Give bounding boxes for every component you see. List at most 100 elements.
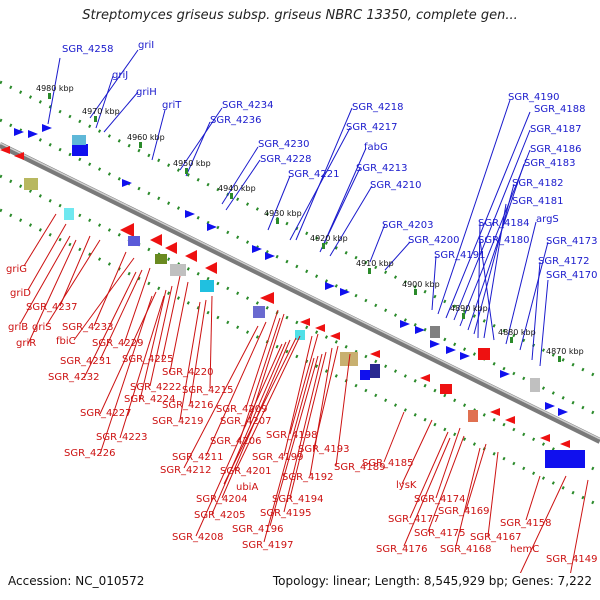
kbp-tick-label: 4910 kbp	[356, 259, 394, 268]
gene-label-bottom: SGR_4199	[252, 452, 304, 463]
gene-label-bottom: SGR_4224	[124, 394, 176, 405]
gene-label-top: SGR_4228	[260, 154, 312, 165]
kbp-tick-label: 4900 kbp	[402, 280, 440, 289]
map-title: Streptomyces griseus subsp. griseus NBRC…	[82, 8, 518, 23]
genome-summary: Topology: linear; Length: 8,545,929 bp; …	[272, 574, 592, 588]
kbp-tick-mark	[368, 268, 371, 274]
kbp-tick-mark	[510, 337, 513, 343]
gene-label-bottom: hemC	[510, 544, 539, 555]
gene-label-top: SGR_4183	[524, 158, 576, 169]
kbp-tick-label: 4980 kbp	[36, 84, 74, 93]
gene-label-top: SGR_4200	[408, 235, 460, 246]
gene-label-top: SGR_4173	[546, 236, 598, 247]
gene-label-bottom: SGR_4226	[64, 448, 116, 459]
gene-label-bottom: SGR_4209	[216, 404, 268, 415]
top-gene-labels: SGR_4258 griI griJ griH griT SGR_4234 SGR_4236…	[62, 40, 598, 281]
gene-label-bottom: SGR_4175	[414, 528, 466, 539]
gene-label-bottom: SGR_4225	[122, 354, 174, 365]
gene-label-bottom: SGR_4195	[260, 508, 312, 519]
kbp-tick-mark	[558, 356, 561, 362]
kbp-tick-mark	[414, 289, 417, 295]
gene-label-bottom: griB	[8, 322, 28, 333]
gene-label-top: SGR_4218	[352, 102, 404, 113]
kbp-tick-mark	[462, 313, 465, 319]
kbp-tick-label: 4890 kbp	[450, 304, 488, 313]
kbp-tick-label: 4930 kbp	[264, 209, 302, 218]
gene-label-top: SGR_4184	[478, 218, 530, 229]
gene-label-bottom: SGR_4222	[130, 382, 182, 393]
gene-label-top: SGR_4217	[346, 122, 398, 133]
gene-label-bottom: SGR_4167	[470, 532, 522, 543]
gene-label-top: SGR_4230	[258, 139, 310, 150]
gene-label-bottom: SGR_4192	[282, 472, 334, 483]
gene-label-top: SGR_4221	[288, 169, 340, 180]
gene-label-top: griT	[162, 100, 182, 111]
kbp-tick-label: 4960 kbp	[127, 133, 165, 142]
gene-label-bottom: SGR_4206	[210, 436, 262, 447]
kbp-tick-mark	[276, 218, 279, 224]
feature-blocks	[24, 135, 540, 422]
bottom-gene-labels: griG griD SGR_4237 griB griS griR SGR_4233 fbiC…	[6, 264, 598, 565]
gene-label-top: SGR_4188	[534, 104, 586, 115]
kbp-ticks: 4980 kbp 4970 kbp 4960 kbp 4950 kbp 4940 kbp…	[36, 84, 584, 362]
kbp-tick-label: 4950 kbp	[173, 159, 211, 168]
gene-label-bottom: SGR_4185	[362, 458, 414, 469]
kbp-tick-label: 4920 kbp	[310, 234, 348, 243]
gene-label-top: SGR_4236	[210, 115, 262, 126]
gene-label-bottom: SGR_4232	[48, 372, 100, 383]
kbp-tick-mark	[94, 116, 97, 122]
gene-label-bottom: SGR_4201	[220, 466, 272, 477]
gene-label-bottom: griG	[6, 264, 27, 275]
top-leaders	[47, 49, 549, 367]
gene-label-bottom: griR	[16, 338, 36, 349]
gene-label-bottom: SGR_4197	[242, 540, 294, 551]
kbp-tick-mark	[322, 243, 325, 249]
forward-genes	[14, 124, 585, 468]
gene-label-top: SGR_4182	[512, 178, 564, 189]
gene-label-bottom: SGR_4233	[62, 322, 114, 333]
gene-label-bottom: SGR_4231	[60, 356, 112, 367]
gene-label-bottom: fbiC	[56, 336, 76, 347]
gene-label-top: griI	[138, 40, 154, 51]
gene-label-bottom: lysK	[396, 480, 417, 491]
gene-label-bottom: SGR_4177	[388, 514, 440, 525]
gene-label-bottom: SGR_4169	[438, 506, 490, 517]
gene-label-top: SGR_4180	[478, 235, 530, 246]
bottom-leaders	[19, 213, 589, 573]
gene-label-top: SGR_4170	[546, 270, 598, 281]
kbp-tick-label: 4870 kbp	[546, 347, 584, 356]
gene-label-bottom: SGR_4158	[500, 518, 552, 529]
gene-label-bottom: SGR_4211	[172, 452, 224, 463]
gene-label-top: SGR_4234	[222, 100, 274, 111]
gene-label-bottom: SGR_4174	[414, 494, 466, 505]
gene-label-bottom: SGR_4227	[80, 408, 132, 419]
gene-label-top: fabG	[364, 142, 388, 153]
gene-label-top: SGR_4190	[508, 92, 560, 103]
gene-label-top: SGR_4186	[530, 144, 582, 155]
gene-label-bottom: SGR_4237	[26, 302, 78, 313]
gene-label-bottom: SGR_4189	[334, 462, 386, 473]
gene-label-bottom: SGR_4219	[152, 416, 204, 427]
gene-label-bottom: SGR_4196	[232, 524, 284, 535]
gene-label-top: SGR_4181	[512, 196, 564, 207]
gene-label-top: SGR_4187	[530, 124, 582, 135]
gene-label-top: argS	[536, 214, 559, 225]
gene-label-bottom: SGR_4176	[376, 544, 428, 555]
gene-label-bottom: SGR_4194	[272, 494, 324, 505]
gene-label-bottom: griS	[32, 322, 52, 333]
gene-label-bottom: SGR_4149	[546, 554, 598, 565]
kbp-tick-mark	[185, 168, 188, 174]
guide-rows	[0, 80, 600, 508]
gene-label-bottom: SGR_4205	[194, 510, 246, 521]
gene-label-bottom: SGR_4215	[182, 385, 234, 396]
gene-label-top: SGR_4191	[434, 250, 486, 261]
kbp-tick-label: 4880 kbp	[498, 328, 536, 337]
gene-label-bottom: SGR_4207	[220, 416, 272, 427]
kbp-tick-mark	[139, 142, 142, 148]
kbp-tick-mark	[48, 93, 51, 99]
gene-label-top: griJ	[112, 70, 128, 81]
gene-label-top: griH	[136, 87, 157, 98]
kbp-tick-label: 4940 kbp	[218, 184, 256, 193]
gene-label-bottom: SGR_4223	[96, 432, 148, 443]
accession-label: Accession: NC_010572	[8, 574, 145, 588]
